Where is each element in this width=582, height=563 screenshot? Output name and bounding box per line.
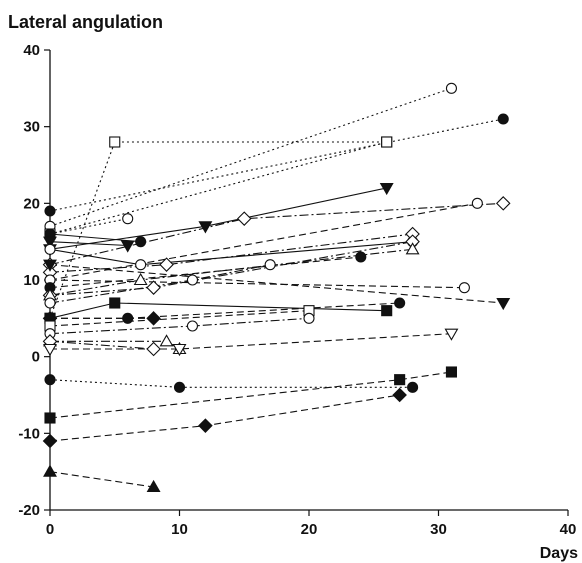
data-point-26-3 [444,328,459,341]
series-line-28 [49,371,452,419]
data-point-13-2 [471,197,483,209]
y-tick-label: 40 [23,42,40,59]
series-line-29 [49,394,400,442]
data-point-9-2 [135,259,147,271]
x-tick-label: 20 [301,521,318,538]
data-point-6-3 [379,182,394,196]
data-point-12-2 [496,297,511,311]
data-point-14-2 [458,282,470,294]
data-point-12-1 [43,259,57,272]
series-line-13 [49,202,478,281]
y-tick-label: 20 [23,195,40,212]
data-point-21-2 [146,311,161,326]
data-point-27-1 [44,374,56,386]
series-line-30 [49,471,154,488]
data-point-19-2 [109,297,121,309]
y-tick-label: -10 [18,425,40,442]
data-point-27-3 [407,381,419,393]
data-point-26-2 [172,343,187,357]
data-point-6-2 [198,221,213,234]
data-point-20-3 [394,297,406,309]
y-tick-label: 10 [23,272,40,289]
data-point-28-3 [445,366,458,378]
y-tick-label: 0 [32,349,40,366]
data-point-27-2 [173,381,186,393]
y-tick-label: 30 [23,119,40,136]
data-point-1-2 [445,82,458,94]
series-line-10 [49,202,504,266]
data-point-8-2 [120,240,135,253]
data-point-29-3 [392,387,407,403]
data-point-4-2 [381,136,393,148]
x-tick-label: 10 [171,521,188,538]
data-point-10-2 [236,211,252,226]
y-tick-label: -20 [18,502,40,519]
series-line-27 [49,379,413,388]
data-point-19-3 [381,305,393,317]
data-point-30-2 [146,479,161,493]
series-line-4 [49,141,387,235]
data-point-18-2 [186,274,198,286]
series-line-2 [49,118,504,212]
data-point-29-1 [42,433,58,449]
data-point-10-3 [495,196,511,211]
data-point-18-3 [264,259,276,271]
data-point-16-2 [146,280,161,295]
series-line-5 [49,218,128,235]
plot-area: -20 -10 0 10 20 30 40 0 10 20 30 40 [18,42,576,538]
data-point-28-1 [44,412,56,424]
data-point-20-2 [122,312,134,324]
data-point-26-1 [43,343,57,357]
series-line-11 [49,233,413,273]
data-point-2-1 [44,205,56,217]
data-point-23-3 [303,312,315,324]
series-line-12 [49,264,504,304]
data-point-18-1 [44,297,56,309]
data-point-25-2 [146,341,161,357]
y-axis-title: Lateral angulation [8,12,163,32]
data-point-3-2 [109,136,121,148]
x-axis-title: Days [540,545,578,562]
series-line-14 [49,279,465,289]
series-line-1 [49,87,452,227]
data-point-28-2 [394,374,406,386]
series-line-3 [49,141,387,319]
data-point-7-2 [135,236,147,248]
data-point-30-1 [43,464,57,477]
series-line-25 [49,340,154,350]
data-point-11-2 [159,257,174,272]
series-line-23 [49,317,310,335]
data-point-2-2 [497,113,509,125]
data-point-24-2 [159,334,174,347]
data-point-15-2 [355,251,367,263]
x-tick-label: 0 [46,521,54,538]
data-point-17-2 [133,272,148,286]
data-point-8-1 [43,236,57,249]
data-point-9-1 [44,243,56,255]
series-line-26 [50,333,452,350]
data-point-23-2 [186,320,198,332]
data-point-17-3 [405,242,420,255]
series-line-20 [50,302,400,319]
data-point-5-2 [122,213,134,225]
x-tick-label: 30 [430,521,447,538]
x-tick-label: 40 [560,521,577,538]
data-point-29-2 [198,418,213,433]
series-line-8 [49,241,128,247]
series-line-6 [49,187,387,250]
series-line-7 [49,233,141,243]
